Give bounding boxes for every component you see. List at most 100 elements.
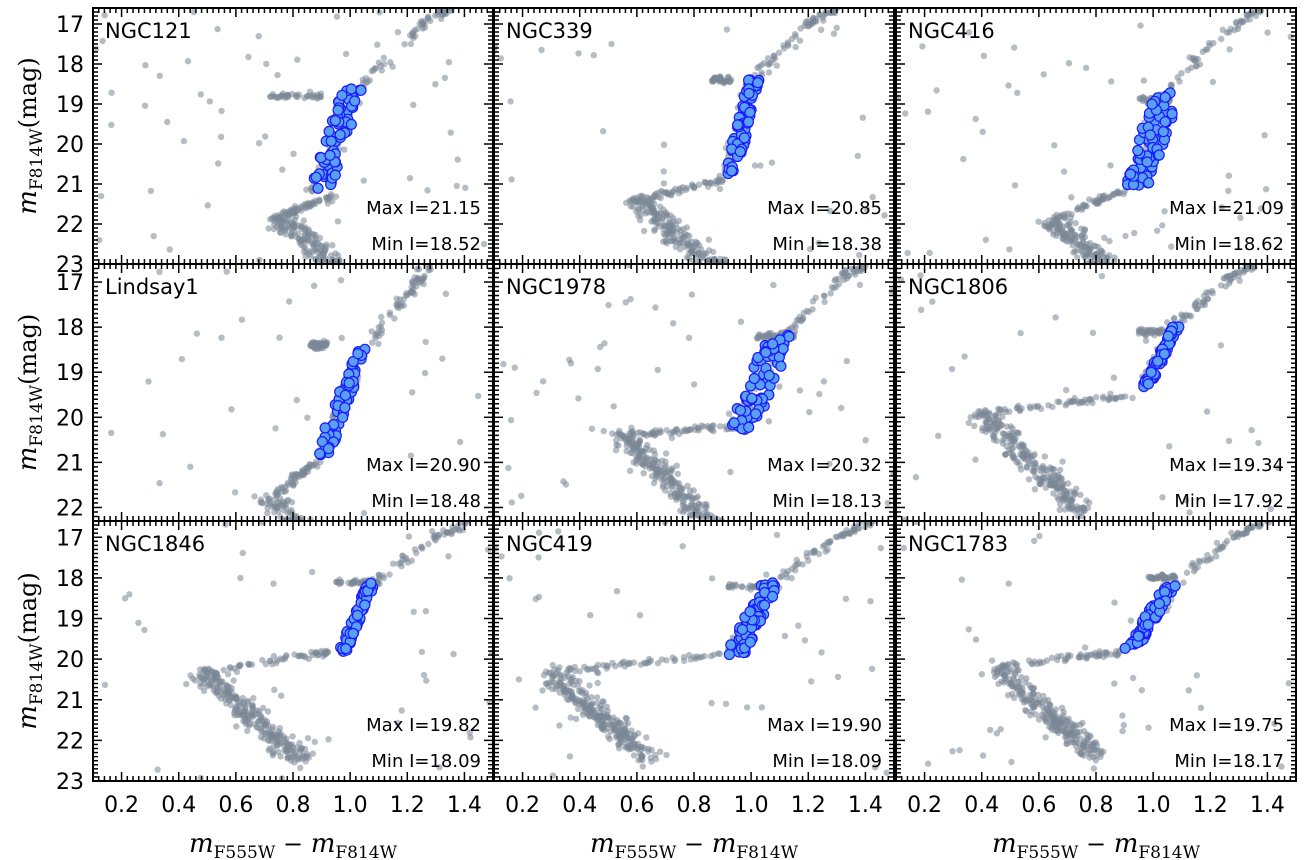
field-star-point (994, 426, 1001, 433)
field-star-point (294, 525, 300, 531)
max-mag-annotation: Max I=19.34 (1169, 455, 1284, 476)
field-star-point (818, 649, 825, 656)
field-star-point (218, 334, 225, 341)
field-star-point (690, 653, 698, 661)
field-star-point (664, 231, 671, 238)
field-star-point (374, 41, 381, 48)
field-star-point (1052, 314, 1059, 321)
field-star-point (257, 733, 265, 741)
field-star-point (1145, 327, 1153, 334)
field-star-point (644, 200, 652, 208)
field-star-point (716, 185, 724, 193)
field-star-point (708, 699, 715, 707)
field-star-point (423, 677, 430, 684)
field-star-point (840, 532, 848, 539)
field-star-point (141, 626, 148, 634)
field-star-point (347, 573, 353, 579)
field-star-point (627, 296, 634, 303)
field-star-point (780, 568, 787, 575)
field-star-point (1180, 579, 1187, 586)
field-star-point (613, 588, 621, 595)
field-star-point (674, 470, 681, 477)
field-star-point (352, 275, 358, 281)
field-star-point (409, 389, 416, 396)
field-star-point (721, 277, 727, 283)
field-star-point (1142, 288, 1148, 294)
field-star-point (255, 140, 263, 147)
selected-star-point (746, 392, 758, 404)
field-star-point (902, 110, 909, 117)
field-star-point (626, 467, 634, 474)
field-star-point (244, 727, 251, 734)
field-star-point (204, 202, 211, 209)
field-star-point (343, 569, 349, 575)
field-star-point (344, 276, 350, 282)
field-star-point (273, 223, 281, 230)
field-star-point (274, 71, 281, 79)
field-star-point (274, 741, 282, 748)
field-star-point (505, 464, 512, 472)
field-star-point (978, 671, 985, 678)
field-star-point (639, 207, 646, 214)
field-star-point (1079, 235, 1087, 242)
field-star-point (746, 282, 752, 288)
field-star-point (329, 198, 336, 205)
field-star-point (792, 33, 799, 40)
field-star-point (718, 272, 724, 278)
field-star-point (634, 740, 642, 748)
field-star-point (197, 91, 204, 98)
field-star-point (1133, 275, 1139, 281)
field-star-point (996, 406, 1004, 413)
field-star-point (309, 528, 315, 534)
field-star-point (456, 438, 464, 446)
field-star-point (995, 420, 1003, 427)
selected-star-point (766, 338, 779, 350)
field-star-point (799, 315, 807, 323)
field-star-point (1080, 504, 1087, 512)
selected-star-point (1143, 177, 1155, 189)
selected-stars (308, 83, 367, 194)
field-star-point (869, 194, 876, 201)
field-star-point (445, 59, 453, 66)
field-star-point (262, 730, 269, 737)
field-star-point (660, 180, 668, 187)
field-star-point (1117, 286, 1123, 292)
field-star-point (352, 586, 358, 592)
field-star-point (273, 657, 281, 664)
min-mag-annotation: Min I=18.09 (371, 751, 481, 772)
field-star-point (988, 657, 996, 664)
field-star-point (1021, 446, 1029, 453)
field-star-point (1097, 747, 1105, 754)
field-star-point (733, 287, 739, 293)
field-star-point (301, 537, 307, 543)
field-star-point (336, 569, 342, 575)
min-mag-annotation: Min I=18.09 (772, 751, 882, 772)
field-star-point (320, 555, 326, 561)
field-star-point (640, 227, 648, 235)
field-star-point (972, 456, 979, 463)
field-star-point (238, 316, 246, 323)
selected-star-point (743, 421, 755, 433)
field-star-point (307, 253, 315, 260)
field-star-point (333, 578, 340, 586)
field-star-point (1148, 302, 1154, 308)
field-star-point (276, 334, 283, 341)
field-star-point (1028, 660, 1035, 667)
field-star-point (1123, 274, 1129, 280)
field-star-point (220, 666, 227, 674)
field-star-point (200, 668, 207, 676)
field-star-point (1199, 302, 1206, 309)
field-star-point (683, 184, 691, 192)
field-star-point (1005, 82, 1012, 89)
field-star-point (255, 33, 262, 40)
field-star-point (355, 279, 361, 285)
field-star-point (703, 510, 711, 517)
field-star-point (685, 334, 693, 341)
field-star-point (851, 526, 858, 533)
field-star-point (1070, 722, 1077, 729)
field-star-point (335, 555, 341, 561)
field-star-point (665, 223, 672, 230)
field-star-point (703, 528, 709, 534)
field-star-point (1103, 265, 1109, 271)
selected-stars (726, 329, 795, 435)
